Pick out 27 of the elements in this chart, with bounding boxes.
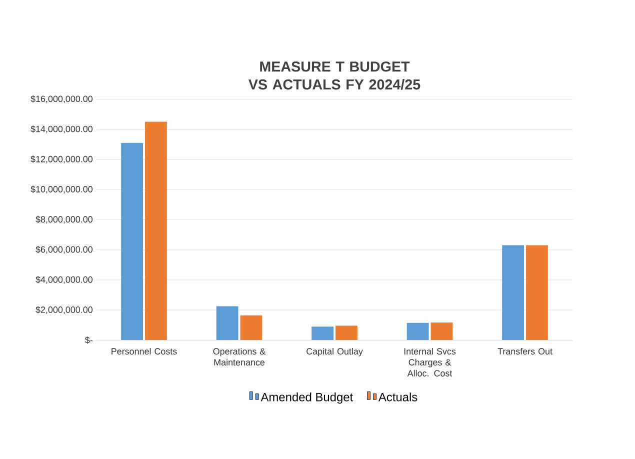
y-tick-label: $16,000,000.00	[30, 95, 93, 103]
x-tick-label: Capital Outlay	[306, 348, 363, 356]
bar	[336, 325, 358, 340]
x-tick-label: Transfers Out	[498, 348, 552, 354]
y-tick-label: $10,000,000.00	[30, 186, 93, 194]
y-tick-label: $8,000,000.00	[36, 216, 93, 224]
bar	[430, 322, 453, 340]
y-tick-label: $6,000,000.00	[36, 246, 93, 254]
bar	[502, 245, 524, 340]
bar	[145, 122, 167, 340]
x-tick-label: Internal Svcs Charges & Alloc. Cost	[404, 348, 456, 376]
y-tick-label: $-	[84, 336, 92, 344]
bar	[121, 142, 144, 340]
bar	[526, 245, 548, 340]
x-tick-label: Personnel Costs	[112, 348, 177, 354]
legend-label: Actuals	[378, 392, 418, 402]
bar	[312, 326, 334, 340]
y-tick-label: $2,000,000.00	[36, 306, 93, 314]
legend-label: Amended Budget	[260, 392, 354, 404]
bar	[216, 306, 238, 340]
y-tick-label: $14,000,000.00	[30, 125, 93, 134]
y-tick-label: $12,000,000.00	[30, 155, 93, 164]
x-tick-label: Operations & Maintenance	[213, 348, 266, 366]
chart-title: MEASURE T BUDGET VS ACTUALS FY 2024/25	[248, 61, 420, 90]
bar	[406, 322, 429, 340]
bar	[240, 315, 262, 340]
y-tick-label: $4,000,000.00	[36, 276, 93, 284]
